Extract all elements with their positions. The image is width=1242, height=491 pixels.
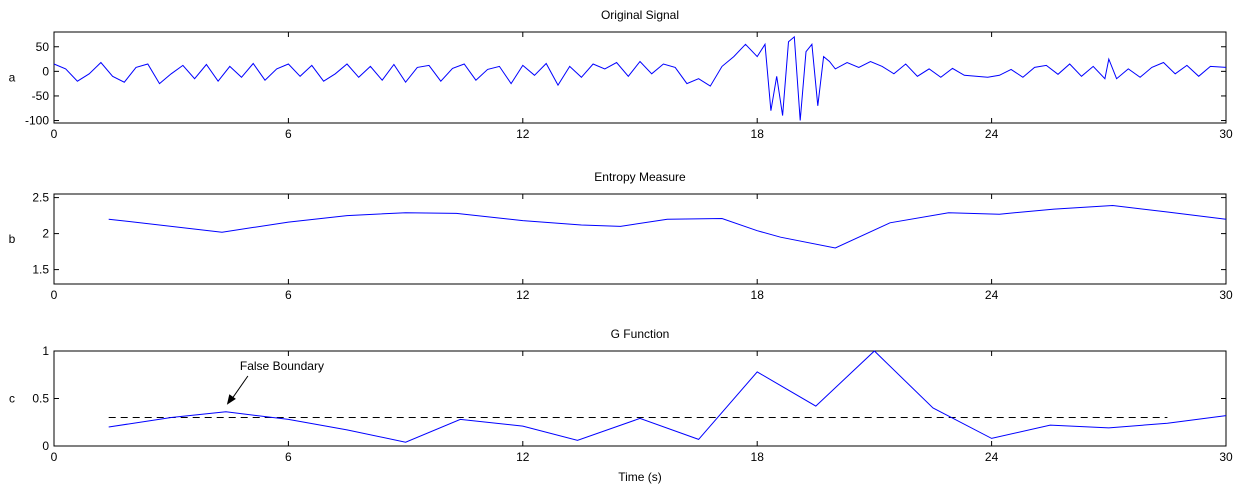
chart-2-ytick-label: 1.5	[32, 263, 49, 277]
chart-3-series-line	[108, 350, 1227, 443]
chart-3-ytick-label: 1	[42, 344, 49, 358]
chart-2-ytick-label: 2.5	[32, 191, 49, 205]
chart-3-xtick-label: 6	[285, 450, 292, 464]
chart-1-xtick-label: 30	[1219, 127, 1233, 141]
chart-3-title: G Function	[611, 327, 670, 341]
chart-1-series-line	[53, 35, 1227, 121]
chart-2-title: Entropy Measure	[594, 170, 686, 184]
chart-1-xtick-label: 12	[516, 127, 530, 141]
chart-2-xtick-label: 12	[516, 288, 530, 302]
chart-1-ytick-label: -50	[32, 89, 50, 103]
chart-3-ylabel: c	[9, 392, 15, 406]
chart-3-xtick-label: 24	[985, 450, 999, 464]
chart-2-xtick-label: 30	[1219, 288, 1233, 302]
chart-1-ytick-label: -100	[25, 114, 49, 128]
chart-1-title: Original Signal	[601, 8, 679, 22]
chart-3-annotation-label: False Boundary	[240, 359, 324, 373]
chart-1-xtick-label: 6	[285, 127, 292, 141]
chart-1-ytick-label: 0	[42, 64, 49, 78]
chart-3-xtick-label: 12	[516, 450, 530, 464]
chart-2-ytick-label: 2	[42, 227, 49, 241]
chart-2-xtick-label: 6	[285, 288, 292, 302]
chart-3-plot-frame	[53, 350, 1227, 447]
chart-2-series-line	[108, 204, 1227, 249]
chart-1-ylabel: a	[9, 71, 16, 85]
chart-3-xtick-label: 0	[51, 450, 58, 464]
chart-3-annotation-arrowhead	[226, 394, 236, 405]
chart-3-xtick-label: 18	[751, 450, 765, 464]
chart-2-xtick-label: 18	[751, 288, 765, 302]
chart-1-xtick-label: 24	[985, 127, 999, 141]
chart-1-xtick-label: 0	[51, 127, 58, 141]
chart-1-ytick-label: 50	[36, 40, 50, 54]
chart-2-ylabel: b	[9, 232, 16, 246]
chart-1-xtick-label: 18	[751, 127, 765, 141]
chart-3-xlabel: Time (s)	[618, 470, 662, 484]
chart-2-xtick-label: 24	[985, 288, 999, 302]
chart-3-xtick-label: 30	[1219, 450, 1233, 464]
chart-3-ytick-label: 0	[42, 439, 49, 453]
chart-3-ytick-label: 0.5	[32, 392, 49, 406]
chart-2-xtick-label: 0	[51, 288, 58, 302]
chart-2-plot-frame	[53, 193, 1227, 285]
chart-1-plot-frame	[53, 31, 1227, 124]
